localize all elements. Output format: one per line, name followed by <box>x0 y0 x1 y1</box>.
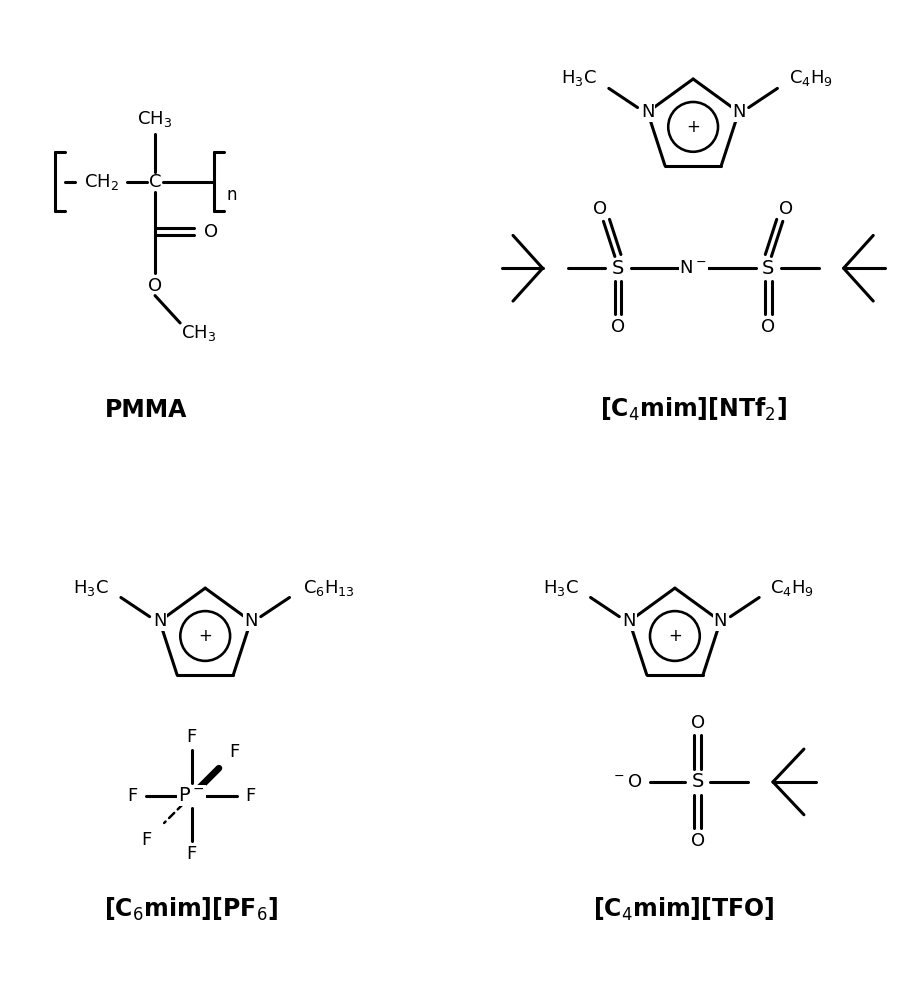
Text: N: N <box>244 612 257 630</box>
Text: N: N <box>732 103 744 121</box>
Text: F: F <box>127 787 138 805</box>
Text: O: O <box>148 277 162 295</box>
Text: C$_6$H$_{13}$: C$_6$H$_{13}$ <box>302 578 354 598</box>
Text: N: N <box>622 612 635 630</box>
Text: S: S <box>762 259 773 278</box>
Text: F: F <box>141 831 152 849</box>
Text: +: + <box>667 627 681 645</box>
Text: H$_3$C: H$_3$C <box>542 578 578 598</box>
Text: N$^-$: N$^-$ <box>679 259 706 277</box>
Text: CH$_3$: CH$_3$ <box>180 323 216 343</box>
Text: O: O <box>690 832 704 850</box>
Text: O: O <box>610 318 624 336</box>
Text: [C$_4$mim][TFO]: [C$_4$mim][TFO] <box>592 896 774 923</box>
Text: PMMA: PMMA <box>105 398 187 422</box>
Text: +: + <box>685 118 700 136</box>
Text: F: F <box>230 743 240 761</box>
Text: C: C <box>148 173 161 191</box>
Text: +: + <box>198 627 212 645</box>
Text: O: O <box>761 318 774 336</box>
Text: F: F <box>186 728 197 746</box>
Text: O: O <box>593 200 607 218</box>
Text: O: O <box>778 200 792 218</box>
Text: CH$_3$: CH$_3$ <box>138 109 172 129</box>
Text: H$_3$C: H$_3$C <box>560 68 597 88</box>
Text: O: O <box>690 714 704 732</box>
Text: P$^-$: P$^-$ <box>178 786 205 805</box>
Text: C$_4$H$_9$: C$_4$H$_9$ <box>770 578 814 598</box>
Text: N: N <box>153 612 166 630</box>
Text: O: O <box>204 223 218 241</box>
Text: CH$_2$: CH$_2$ <box>84 172 118 192</box>
Text: F: F <box>244 787 255 805</box>
Text: H$_3$C: H$_3$C <box>73 578 109 598</box>
Text: F: F <box>186 845 197 863</box>
Text: [C$_4$mim][NTf$_2$]: [C$_4$mim][NTf$_2$] <box>599 396 785 423</box>
Text: S: S <box>691 772 703 791</box>
Text: n: n <box>226 186 237 204</box>
Text: C$_4$H$_9$: C$_4$H$_9$ <box>788 68 832 88</box>
Text: S: S <box>611 259 623 278</box>
Text: $^-$O: $^-$O <box>610 773 642 791</box>
Text: N: N <box>640 103 653 121</box>
Text: N: N <box>713 612 726 630</box>
Text: [C$_6$mim][PF$_6$]: [C$_6$mim][PF$_6$] <box>104 896 279 923</box>
